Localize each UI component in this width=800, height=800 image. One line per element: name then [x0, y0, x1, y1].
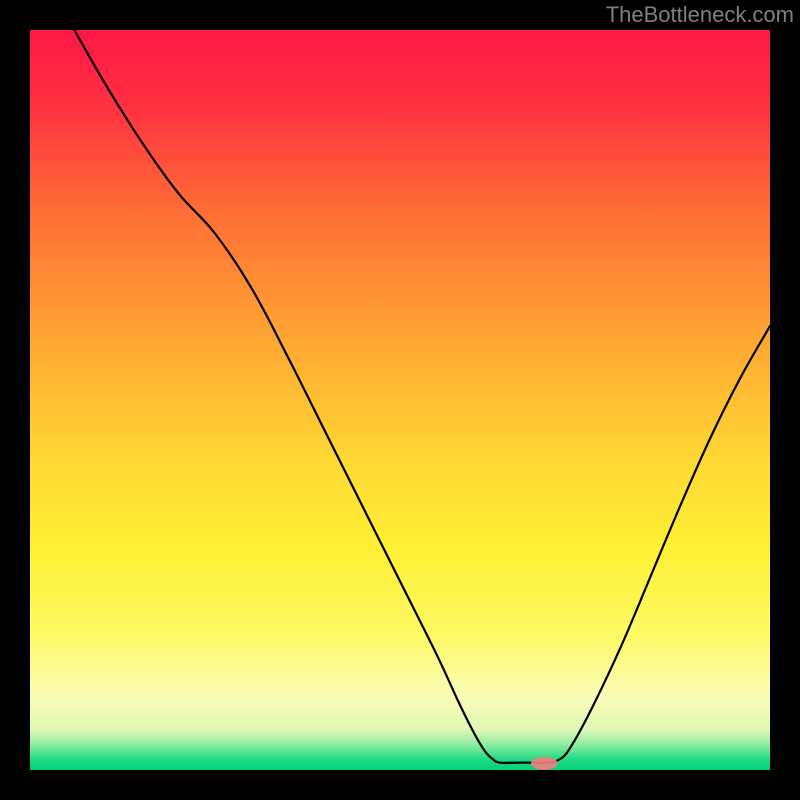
watermark-text: TheBottleneck.com: [606, 2, 794, 28]
plot-area: [30, 30, 770, 770]
optimal-point-marker: [531, 757, 558, 770]
bottleneck-curve-chart: [30, 30, 770, 770]
chart-container: TheBottleneck.com: [0, 0, 800, 800]
